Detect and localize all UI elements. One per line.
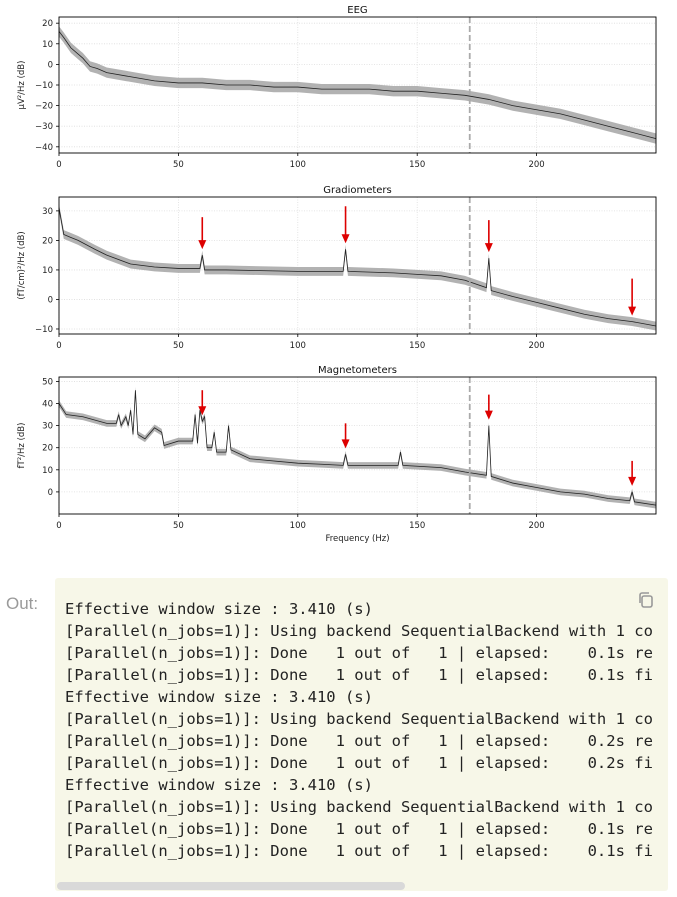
psd-mean-line (58, 390, 657, 506)
x-tick-label: 50 (173, 160, 184, 170)
output-line: Effective window size : 3.410 (s) (65, 688, 373, 706)
arrow-head (341, 234, 350, 244)
y-tick-label: 20 (42, 444, 53, 454)
output-line: [Parallel(n_jobs=1)]: Done 1 out of 1 | … (65, 732, 653, 750)
std-band (59, 203, 656, 331)
arrow-head (484, 243, 493, 253)
arrow-head (198, 406, 207, 416)
peak-arrow (484, 394, 493, 420)
x-tick-label: 100 (290, 521, 306, 531)
x-tick-label: 50 (173, 521, 184, 531)
x-tick-label: 150 (409, 160, 425, 170)
y-tick-label: 20 (42, 19, 53, 29)
y-tick-label: 30 (42, 422, 53, 432)
axes-frame (58, 376, 657, 515)
y-tick-label: 10 (42, 40, 53, 50)
psd-mean-line (58, 207, 657, 327)
y-tick-label: 50 (42, 377, 53, 387)
y-tick-label: −20 (35, 102, 53, 112)
y-tick-label: 0 (48, 60, 53, 70)
copy-icon[interactable] (636, 590, 656, 610)
peak-arrow (628, 460, 637, 486)
x-tick-label: 150 (409, 521, 425, 531)
y-tick-label: 10 (42, 266, 53, 276)
scrollbar-thumb[interactable] (57, 882, 405, 890)
peak-arrow (484, 220, 493, 253)
peak-arrow (628, 278, 637, 316)
y-tick-label: 10 (42, 466, 53, 476)
y-tick-label: 20 (42, 236, 53, 246)
chart-title: Gradiometers (323, 185, 392, 196)
output-line: Effective window size : 3.410 (s) (65, 776, 373, 794)
output-line: Effective window size : 3.410 (s) (65, 600, 373, 618)
x-axis-label: Frequency (Hz) (325, 534, 389, 544)
x-tick-label: 0 (56, 160, 61, 170)
x-tick-label: 0 (56, 341, 61, 351)
y-axis-label: fT²/Hz (dB) (17, 423, 27, 469)
peak-arrow (341, 206, 350, 244)
y-tick-label: −40 (35, 143, 53, 153)
axes-frame (58, 16, 657, 154)
y-tick-label: 0 (48, 488, 53, 498)
x-tick-label: 100 (290, 341, 306, 351)
psd-mean-line (58, 31, 657, 139)
x-tick-label: 150 (409, 341, 425, 351)
std-band (59, 386, 656, 509)
axes-frame (58, 196, 657, 335)
y-tick-label: −10 (35, 325, 53, 335)
output-line: [Parallel(n_jobs=1)]: Done 1 out of 1 | … (65, 842, 653, 860)
output-line: [Parallel(n_jobs=1)]: Done 1 out of 1 | … (65, 666, 653, 684)
arrow-head (341, 439, 350, 449)
output-line: [Parallel(n_jobs=1)]: Using backend Sequ… (65, 710, 653, 728)
y-axis-label: (fT/cm)²/Hz (dB) (17, 231, 27, 299)
y-tick-label: −30 (35, 122, 53, 132)
x-tick-label: 0 (56, 521, 61, 531)
y-tick-label: 40 (42, 400, 53, 410)
chart-title: EEG (347, 5, 367, 16)
horizontal-scrollbar[interactable] (55, 881, 668, 891)
x-tick-label: 100 (290, 160, 306, 170)
arrow-head (628, 306, 637, 316)
output-text: Effective window size : 3.410 (s) [Parall… (65, 598, 653, 862)
output-line: [Parallel(n_jobs=1)]: Done 1 out of 1 | … (65, 820, 653, 838)
x-tick-label: 50 (173, 341, 184, 351)
output-line: [Parallel(n_jobs=1)]: Using backend Sequ… (65, 798, 653, 816)
std-band (59, 26, 656, 144)
peak-arrow (198, 217, 207, 250)
arrow-head (484, 410, 493, 420)
x-tick-label: 200 (528, 521, 544, 531)
y-tick-label: 0 (48, 295, 53, 305)
output-line: [Parallel(n_jobs=1)]: Done 1 out of 1 | … (65, 644, 653, 662)
output-prompt-label: Out: (6, 594, 39, 613)
chart-title: Magnetometers (318, 365, 397, 376)
output-cell: Effective window size : 3.410 (s) [Parall… (55, 578, 668, 891)
x-tick-label: 200 (528, 341, 544, 351)
output-line: [Parallel(n_jobs=1)]: Done 1 out of 1 | … (65, 754, 653, 772)
chart-1: 0 50 100 150 2003020100−10Gradiometers(fT/cm… (17, 185, 657, 351)
y-tick-label: −10 (35, 81, 53, 91)
y-axis-label: µV²/Hz (dB) (17, 61, 27, 110)
peak-arrow (198, 390, 207, 416)
arrow-head (628, 476, 637, 486)
chart-2: 0 50 100 150 20050403020100MagnetometersfT²/… (17, 365, 657, 544)
y-tick-label: 30 (42, 207, 53, 217)
arrow-head (198, 240, 207, 250)
peak-arrow (341, 423, 350, 449)
x-tick-label: 200 (528, 160, 544, 170)
output-line: [Parallel(n_jobs=1)]: Using backend Sequ… (65, 622, 653, 640)
